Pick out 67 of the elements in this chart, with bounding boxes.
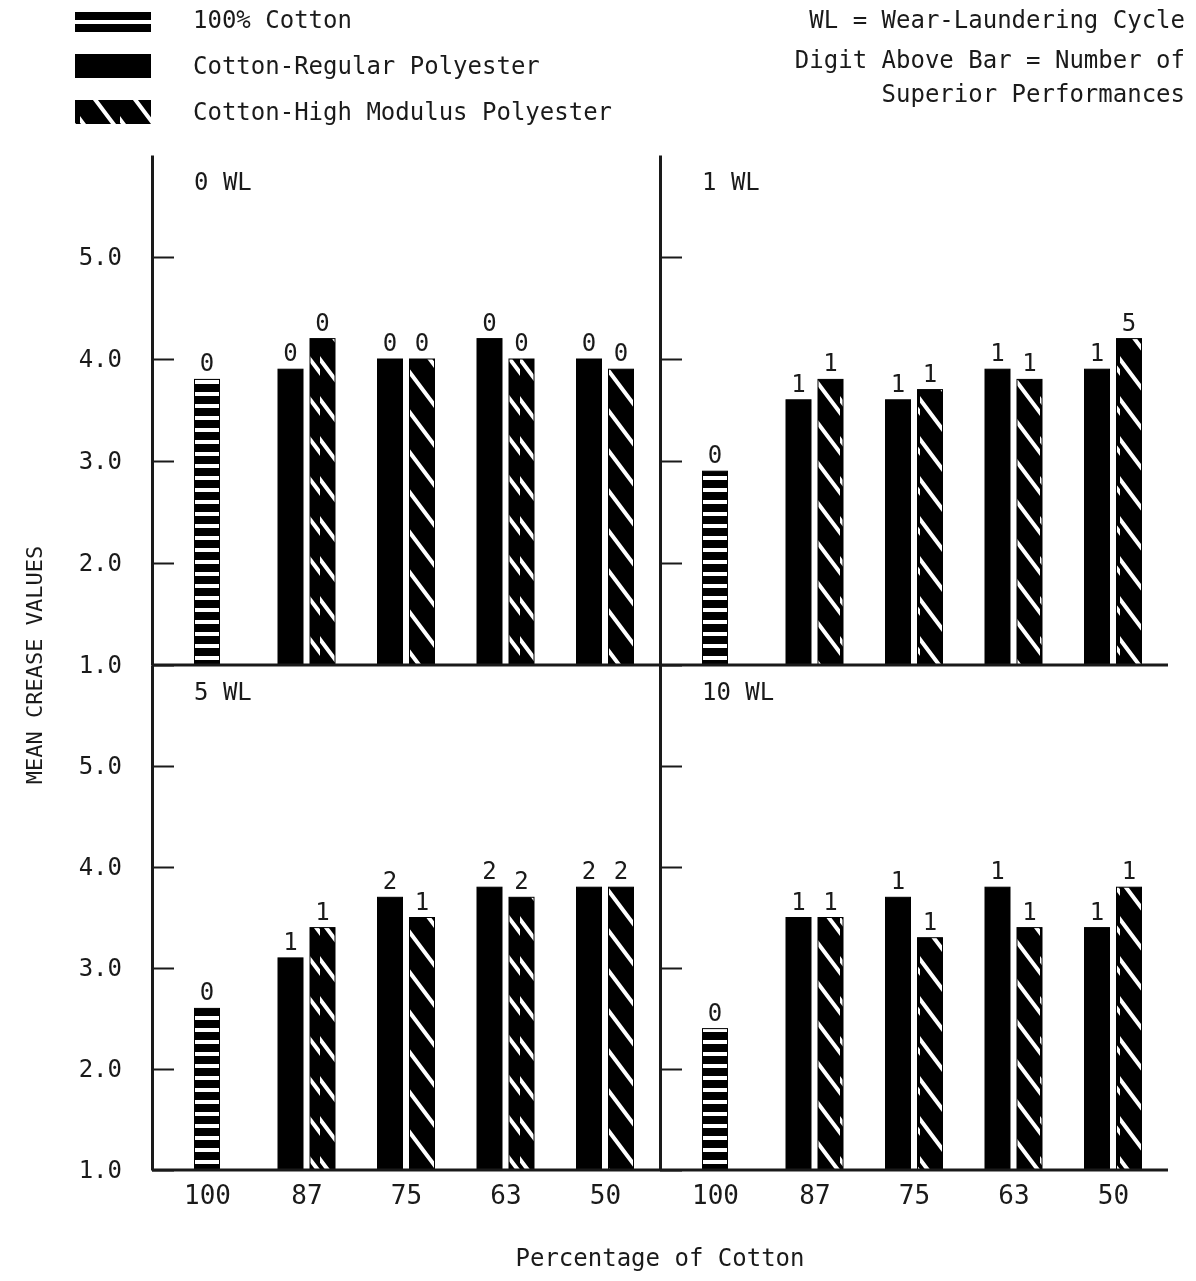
x-tick-label: 75 (898, 1180, 931, 1211)
text: Digit Above Bar = Number of Superior Performances (794, 46, 1185, 108)
x-tick-label: 75 (390, 1180, 423, 1211)
annotation: 0 (482, 308, 497, 337)
annotation: 0 (581, 329, 597, 357)
y-tick-label: 4.0 (78, 853, 122, 882)
text: 1 WL (702, 168, 760, 196)
y-tick-label: 5.0 (78, 752, 122, 781)
annotation: 5 (1121, 308, 1137, 337)
x-tick-label: 100 (692, 1180, 739, 1211)
annotation: 1 (890, 867, 906, 896)
x-tick-label: 50 (1097, 1180, 1130, 1211)
y-tick-label: 5.0 (78, 243, 122, 272)
annotation: 1 (922, 907, 938, 936)
annotation: 0 (199, 978, 215, 1007)
y-tick-label: 4.0 (78, 345, 122, 374)
y-tick-label: 2.0 (78, 549, 122, 578)
annotation: 1 (990, 339, 1005, 368)
annotation: 2 (514, 867, 529, 896)
y-tick-label: 1.0 (78, 651, 122, 680)
annotation: 1 (283, 927, 298, 956)
annotation: 2 (613, 857, 629, 886)
annotation: 1 (922, 359, 938, 388)
text: 0 WL (194, 168, 252, 196)
annotation: 2 (482, 857, 497, 886)
x-tick-label: 87 (799, 1180, 831, 1211)
annotation: 0 (514, 329, 529, 357)
text: 5 WL (194, 678, 252, 706)
legend-label: Cotton-High Modulus Polyester (193, 98, 613, 126)
annotation: 0 (315, 308, 330, 337)
x-tick-label: 63 (998, 1180, 1030, 1211)
annotation: 1 (1089, 339, 1105, 368)
annotation: 0 (707, 998, 723, 1027)
annotation: 1 (791, 887, 806, 916)
annotation: 1 (1022, 897, 1037, 926)
annotation: 0 (199, 349, 215, 378)
annotation: 2 (382, 867, 398, 896)
legend-label: 100% Cotton (193, 6, 352, 34)
annotation: 1 (315, 897, 330, 926)
annotation: 1 (890, 369, 906, 398)
annotation: 0 (283, 339, 298, 368)
annotation: 1 (414, 887, 430, 916)
annotation: 1 (1022, 349, 1037, 378)
annotation: 1 (791, 369, 806, 398)
y-tick-label: 3.0 (78, 954, 122, 983)
y-tick-label: 1.0 (78, 1156, 122, 1185)
x-tick-label: 63 (490, 1180, 522, 1211)
annotation: 2 (581, 857, 597, 886)
y-tick-label: 3.0 (78, 447, 122, 476)
annotation: 1 (1089, 897, 1105, 926)
text: WL = Wear-Laundering Cycle (809, 6, 1185, 34)
annotation: 1 (990, 857, 1005, 886)
x-tick-label: 50 (589, 1180, 622, 1211)
text: 10 WL (702, 678, 775, 706)
annotation: 0 (613, 339, 629, 368)
y-axis-title: MEAN CREASE VALUES (22, 545, 47, 785)
legend-label: Cotton-Regular Polyester (193, 52, 540, 80)
annotation: 1 (1121, 857, 1137, 886)
annotation: 0 (707, 441, 723, 470)
annotation: 1 (823, 349, 838, 378)
annotation: 0 (414, 329, 430, 357)
annotation: 0 (382, 329, 398, 357)
x-tick-label: 100 (184, 1180, 231, 1211)
x-tick-label: 87 (291, 1180, 323, 1211)
annotation: 1 (823, 887, 838, 916)
y-tick-label: 2.0 (78, 1055, 122, 1084)
x-axis-title: Percentage of Cotton (515, 1244, 805, 1272)
